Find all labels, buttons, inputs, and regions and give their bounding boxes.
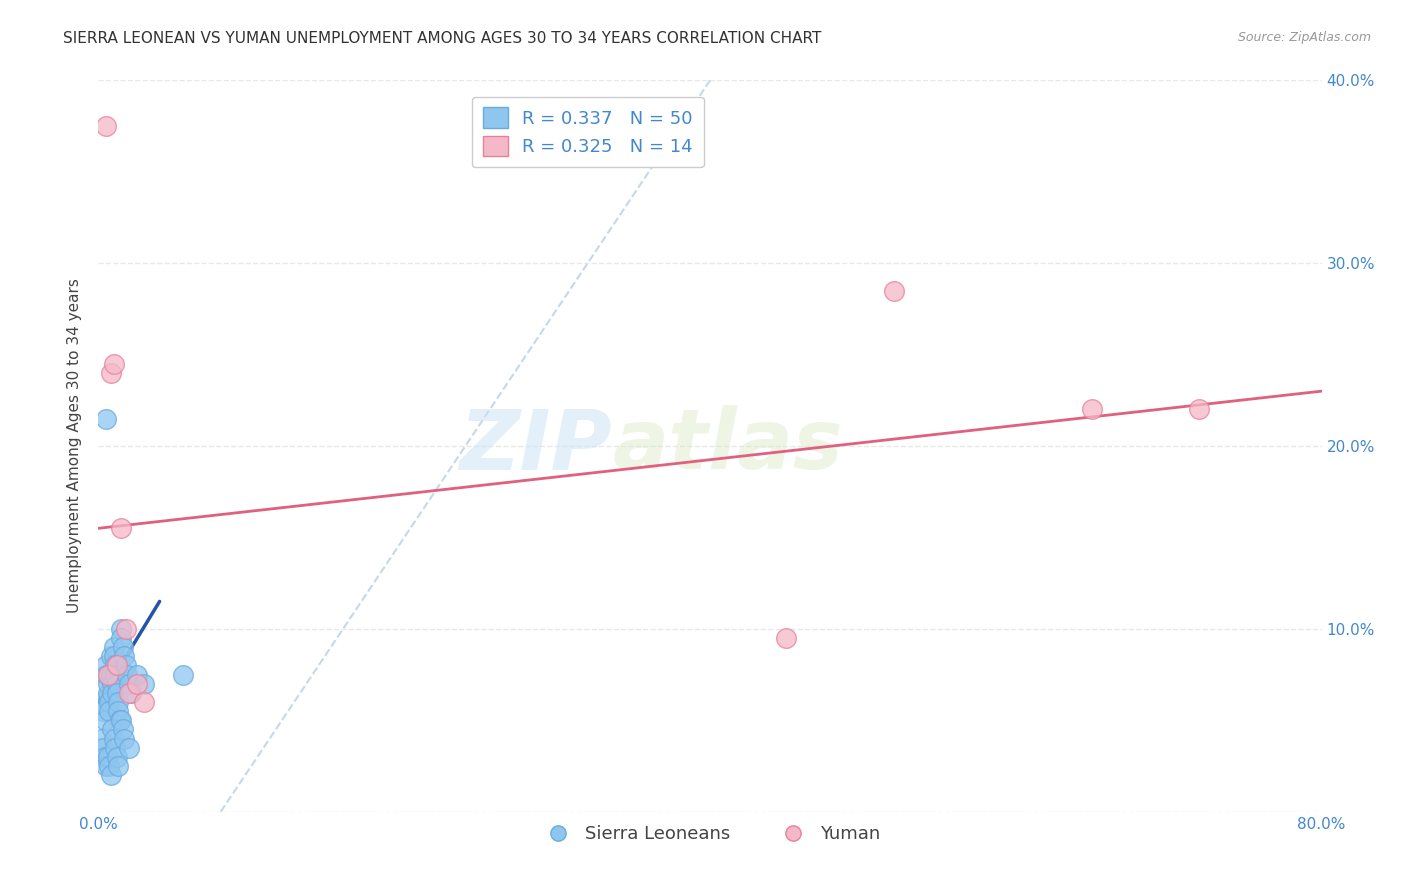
Point	[110, 631, 132, 645]
Point	[115, 622, 138, 636]
Point	[103, 640, 125, 655]
Point	[105, 676, 128, 690]
Point	[120, 686, 142, 700]
Text: ZIP: ZIP	[460, 406, 612, 486]
Point	[111, 723, 134, 737]
Point	[105, 658, 128, 673]
Point	[883, 284, 905, 298]
Point	[93, 749, 115, 764]
Point	[90, 731, 112, 746]
Point	[100, 649, 122, 664]
Point	[118, 676, 141, 690]
Point	[110, 521, 132, 535]
Point	[94, 658, 117, 673]
Text: atlas: atlas	[612, 406, 842, 486]
Point	[172, 667, 194, 681]
Point	[117, 667, 139, 681]
Point	[101, 676, 124, 690]
Point	[118, 686, 141, 700]
Point	[107, 704, 129, 718]
Point	[125, 676, 148, 690]
Point	[94, 759, 117, 773]
Point	[110, 622, 132, 636]
Point	[98, 704, 121, 718]
Point	[1081, 402, 1104, 417]
Point	[104, 658, 127, 673]
Y-axis label: Unemployment Among Ages 30 to 34 years: Unemployment Among Ages 30 to 34 years	[67, 278, 83, 614]
Point	[134, 676, 156, 690]
Point	[98, 695, 121, 709]
Point	[100, 768, 122, 782]
Point	[1188, 402, 1211, 417]
Point	[97, 676, 120, 690]
Point	[112, 649, 135, 664]
Point	[93, 714, 115, 728]
Point	[100, 366, 122, 380]
Point	[107, 759, 129, 773]
Point	[97, 749, 120, 764]
Point	[118, 740, 141, 755]
Point	[134, 695, 156, 709]
Legend: Sierra Leoneans, Yuman: Sierra Leoneans, Yuman	[533, 818, 887, 850]
Text: Source: ZipAtlas.com: Source: ZipAtlas.com	[1237, 31, 1371, 45]
Point	[110, 714, 132, 728]
Point	[108, 714, 131, 728]
Point	[115, 658, 138, 673]
Point	[103, 649, 125, 664]
Point	[104, 740, 127, 755]
Point	[94, 667, 117, 681]
Point	[105, 686, 128, 700]
Point	[104, 667, 127, 681]
Point	[112, 731, 135, 746]
Point	[101, 723, 124, 737]
Text: SIERRA LEONEAN VS YUMAN UNEMPLOYMENT AMONG AGES 30 TO 34 YEARS CORRELATION CHART: SIERRA LEONEAN VS YUMAN UNEMPLOYMENT AMO…	[63, 31, 821, 46]
Point	[103, 357, 125, 371]
Point	[98, 759, 121, 773]
Point	[94, 119, 117, 133]
Point	[101, 686, 124, 700]
Point	[100, 667, 122, 681]
Point	[97, 686, 120, 700]
Point	[107, 695, 129, 709]
Point	[105, 749, 128, 764]
Point	[125, 667, 148, 681]
Point	[94, 411, 117, 425]
Point	[97, 667, 120, 681]
Point	[91, 704, 114, 718]
Point	[775, 631, 797, 645]
Point	[111, 640, 134, 655]
Point	[91, 740, 114, 755]
Point	[103, 731, 125, 746]
Point	[90, 695, 112, 709]
